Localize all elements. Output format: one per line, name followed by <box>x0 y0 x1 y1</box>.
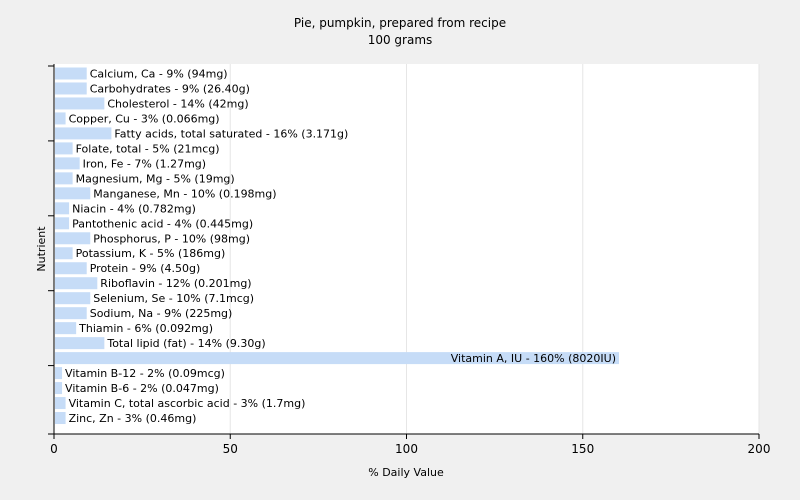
bar <box>55 127 112 140</box>
bar <box>55 352 619 365</box>
bar-label: Phosphorus, P - 10% (98mg) <box>93 232 250 245</box>
bar <box>55 112 66 125</box>
bar-label: Zinc, Zn - 3% (0.46mg) <box>69 412 197 425</box>
x-tick-label: 100 <box>395 442 418 456</box>
bar-label: Vitamin A, IU - 160% (8020IU) <box>451 352 616 365</box>
bar <box>55 172 73 185</box>
x-tick-label: 200 <box>748 442 771 456</box>
bar-label: Magnesium, Mg - 5% (19mg) <box>76 172 235 185</box>
bar-label: Total lipid (fat) - 14% (9.30g) <box>106 337 265 350</box>
bar <box>55 322 77 335</box>
bar <box>55 142 73 155</box>
bar <box>55 292 91 305</box>
chart-title: Pie, pumpkin, prepared from recipe <box>294 16 506 30</box>
bar <box>55 262 87 275</box>
bar <box>55 232 91 245</box>
bar-label: Vitamin B-6 - 2% (0.047mg) <box>65 382 219 395</box>
bar-label: Pantothenic acid - 4% (0.445mg) <box>72 217 253 230</box>
bar-label: Protein - 9% (4.50g) <box>90 262 201 275</box>
bar <box>55 367 63 380</box>
x-axis-label: % Daily Value <box>368 466 444 479</box>
bar-label: Vitamin B-12 - 2% (0.09mcg) <box>65 367 225 380</box>
bar <box>55 97 105 110</box>
x-axis-ticks: 0 50 100 150 200 <box>50 434 770 456</box>
x-tick-label: 50 <box>223 442 238 456</box>
bar-label: Sodium, Na - 9% (225mg) <box>90 307 233 320</box>
bar-label: Riboflavin - 12% (0.201mg) <box>100 277 251 290</box>
bar <box>55 82 87 95</box>
bar-label: Vitamin C, total ascorbic acid - 3% (1.7… <box>69 397 306 410</box>
bar <box>55 217 70 230</box>
grid-lines <box>229 64 760 434</box>
bar-label: Potassium, K - 5% (186mg) <box>76 247 226 260</box>
bar <box>55 277 98 290</box>
bar-label: Iron, Fe - 7% (1.27mg) <box>83 157 206 170</box>
bar-label: Fatty acids, total saturated - 16% (3.17… <box>114 127 348 140</box>
bar-label: Cholesterol - 14% (42mg) <box>107 97 248 110</box>
bar <box>55 67 87 80</box>
bar <box>55 397 66 410</box>
chart-subtitle: 100 grams <box>368 33 433 47</box>
bar <box>55 412 66 425</box>
x-tick-label: 0 <box>50 442 58 456</box>
bar-labels-group: Calcium, Ca - 9% (94mg) Carbohydrates - 9… <box>65 67 616 425</box>
bar-label: Manganese, Mn - 10% (0.198mg) <box>93 187 276 200</box>
y-axis-label: Nutrient <box>35 226 48 272</box>
bar <box>55 187 91 200</box>
bar <box>55 157 80 170</box>
y-axis-ticks <box>48 65 54 435</box>
bar <box>55 382 63 395</box>
bar-label: Calcium, Ca - 9% (94mg) <box>90 67 228 80</box>
bar <box>55 202 70 215</box>
bar-label: Carbohydrates - 9% (26.40g) <box>90 82 250 95</box>
bar-label: Folate, total - 5% (21mcg) <box>76 142 220 155</box>
bar-label: Thiamin - 6% (0.092mg) <box>78 322 213 335</box>
bars-group <box>55 67 619 425</box>
bar-label: Niacin - 4% (0.782mg) <box>72 202 196 215</box>
x-tick-label: 150 <box>571 442 594 456</box>
bar <box>55 307 87 320</box>
bar-label: Copper, Cu - 3% (0.066mg) <box>69 112 220 125</box>
bar <box>55 247 73 260</box>
bar <box>55 337 105 350</box>
bar-label: Selenium, Se - 10% (7.1mcg) <box>93 292 254 305</box>
